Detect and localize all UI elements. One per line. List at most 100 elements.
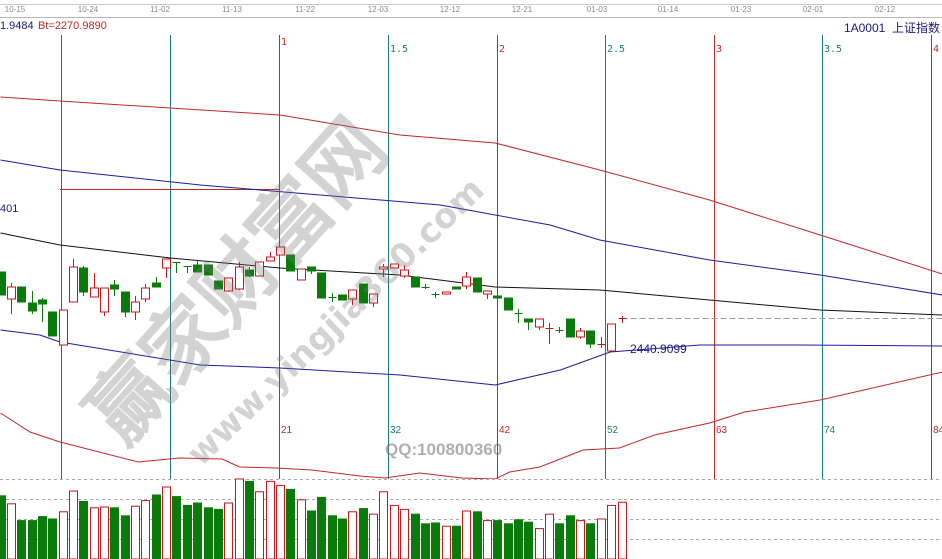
volume-bar xyxy=(48,518,57,559)
fib-ratio-label: 1 xyxy=(281,37,288,48)
band-line-upper-outer xyxy=(0,96,942,275)
date-tick: 12-21 xyxy=(511,5,533,14)
volume-bar xyxy=(400,508,409,559)
fib-count-label: 84 xyxy=(933,425,942,436)
volume-bar xyxy=(328,515,337,559)
volume-bar xyxy=(214,508,223,559)
candle-body xyxy=(141,287,150,300)
volume-bar xyxy=(411,513,420,559)
volume-bar xyxy=(7,503,16,559)
candle-body xyxy=(390,263,399,269)
candle-body xyxy=(131,301,140,313)
volume-bar xyxy=(17,520,26,559)
candle-body xyxy=(38,299,47,305)
candles xyxy=(0,246,627,352)
candle-body xyxy=(369,293,378,304)
candle-body xyxy=(214,280,223,290)
volume-bar xyxy=(586,523,595,559)
volume-bar xyxy=(69,490,78,559)
volume-bar xyxy=(266,480,275,559)
volume-bar xyxy=(100,506,109,559)
candle-body xyxy=(524,318,533,323)
candle-body xyxy=(504,297,513,311)
candle-body xyxy=(379,266,388,270)
volume-bars xyxy=(0,478,627,559)
candle-body xyxy=(586,330,595,345)
volume-bar xyxy=(38,516,47,559)
volume-bar xyxy=(141,500,150,559)
volume-bar xyxy=(28,520,37,559)
candle-body xyxy=(79,267,88,293)
volume-bar xyxy=(297,499,306,559)
date-tick: 01-23 xyxy=(730,5,752,14)
volume-bar xyxy=(504,523,513,559)
volume-bar xyxy=(576,520,585,559)
volume-bar xyxy=(204,507,213,559)
volume-bar xyxy=(162,486,171,559)
date-tick: 02-01 xyxy=(802,5,824,14)
candle-body xyxy=(28,302,37,312)
volume-bar xyxy=(390,504,399,559)
candle-body xyxy=(121,291,130,313)
volume-bar xyxy=(359,508,368,559)
volume-bar xyxy=(317,496,326,559)
band-value-label: 401 xyxy=(0,203,19,215)
volume-bar xyxy=(255,491,264,559)
candle-body xyxy=(0,271,6,296)
fib-ratio-label: 4 xyxy=(933,44,940,55)
candle-body xyxy=(535,318,544,328)
candle-body xyxy=(483,290,492,295)
volume-bar xyxy=(618,501,627,559)
volume-bar xyxy=(0,495,6,559)
date-tick: 10-15 xyxy=(4,5,26,14)
candle-body xyxy=(338,294,347,301)
index-name: 上证指数 xyxy=(891,21,940,35)
fib-ratio-label: 3.5 xyxy=(824,44,843,55)
volume-bar xyxy=(245,480,254,559)
date-tick: 11-13 xyxy=(222,5,242,14)
candle-body xyxy=(286,254,295,272)
volume-bar xyxy=(193,502,202,559)
band-line-middle xyxy=(0,232,942,316)
volume-bar xyxy=(224,502,233,559)
fib-ratio-label: 2 xyxy=(499,44,506,55)
date-tick: 01-14 xyxy=(657,5,679,14)
symbol-title[interactable]: 1A0001 上证指数 xyxy=(844,19,940,36)
candle-body xyxy=(576,330,585,338)
candle-body xyxy=(411,276,420,288)
date-axis: 10-15 10-24 11-02 11-13 11-22 12-03 12-1… xyxy=(0,0,942,18)
fib-count-label: 42 xyxy=(499,425,511,436)
volume-bar xyxy=(90,507,99,559)
volume-bar xyxy=(348,511,357,559)
candle-body xyxy=(307,266,316,272)
candle-body xyxy=(245,269,254,277)
volume-bar xyxy=(597,518,606,559)
date-tick: 02-12 xyxy=(874,5,896,14)
volume-bar xyxy=(524,521,533,559)
volume-bar xyxy=(421,523,430,559)
volume-bar xyxy=(442,525,451,559)
candle-body xyxy=(255,261,264,277)
volume-bar xyxy=(545,513,554,559)
candle-body xyxy=(7,286,16,300)
volume-bar xyxy=(462,510,471,559)
volume-bar xyxy=(607,504,616,559)
fib-ratio-label: 2.5 xyxy=(607,44,626,55)
candle-body xyxy=(69,266,78,303)
date-tick: 11-02 xyxy=(150,5,170,14)
candle-body xyxy=(193,264,202,273)
volume-bar xyxy=(452,525,461,559)
axis-divider xyxy=(0,4,942,5)
date-tick: 12-03 xyxy=(367,5,389,14)
candle-body xyxy=(462,276,471,287)
date-tick: 10-24 xyxy=(77,5,99,14)
candle-body xyxy=(473,277,482,293)
fib-count-label: 52 xyxy=(607,425,619,436)
candle-body xyxy=(266,256,275,262)
volume-bar xyxy=(493,520,502,559)
price-label: 2440.9099 xyxy=(630,342,687,356)
volume-bar xyxy=(59,511,68,559)
volume-bar xyxy=(172,496,181,559)
candle-body xyxy=(317,272,326,299)
